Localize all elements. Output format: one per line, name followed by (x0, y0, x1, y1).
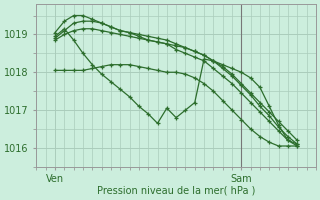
X-axis label: Pression niveau de la mer( hPa ): Pression niveau de la mer( hPa ) (97, 186, 255, 196)
